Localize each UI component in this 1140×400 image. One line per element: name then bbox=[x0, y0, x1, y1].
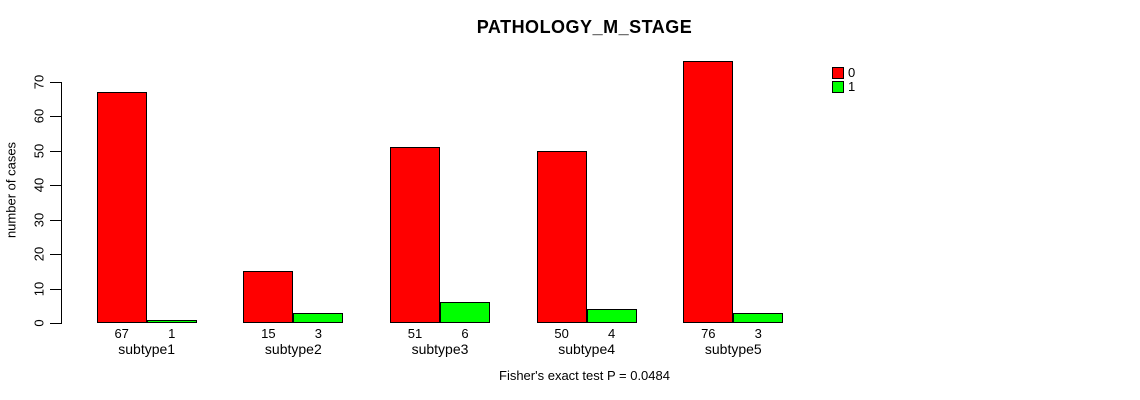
y-axis-tick-label-20: 20 bbox=[31, 246, 47, 262]
bar-subtype1-series1 bbox=[146, 319, 197, 323]
bar-subtype5-series0 bbox=[683, 61, 734, 323]
bar-subtype5-series1 bbox=[733, 312, 784, 323]
y-axis-tick-0 bbox=[50, 323, 61, 324]
y-axis-tick-60 bbox=[50, 116, 61, 118]
bar-value-subtype3-series1: 6 bbox=[461, 326, 469, 341]
bar-value-subtype4-series0: 50 bbox=[554, 326, 569, 341]
y-axis-tick-70 bbox=[50, 82, 61, 83]
y-axis-tick-label-70: 70 bbox=[31, 74, 47, 90]
x-axis-category-label-subtype1: subtype1 bbox=[118, 341, 176, 357]
bar-value-subtype1-series0: 67 bbox=[114, 326, 129, 341]
bar-subtype3-series1 bbox=[440, 302, 490, 323]
x-axis-category-label-subtype4: subtype4 bbox=[558, 341, 616, 357]
legend-label-0: 0 bbox=[848, 65, 856, 80]
bar-subtype4-series0 bbox=[536, 150, 587, 323]
y-axis-tick-label-30: 30 bbox=[31, 212, 47, 227]
x-axis-category-label-subtype2: subtype2 bbox=[264, 341, 322, 357]
legend-item-1: 1 bbox=[832, 80, 855, 93]
bar-value-subtype2-series0: 15 bbox=[261, 326, 276, 341]
y-axis-tick-label-50: 50 bbox=[31, 143, 47, 159]
bar-value-subtype4-series1: 4 bbox=[608, 326, 616, 341]
y-axis-tick-label-60: 60 bbox=[31, 109, 47, 124]
y-axis-tick-label-10: 10 bbox=[31, 281, 47, 296]
fisher-test-note: Fisher's exact test P = 0.0484 bbox=[499, 368, 670, 383]
y-axis-label: number of cases bbox=[3, 141, 19, 239]
bar-subtype1-series0 bbox=[96, 92, 147, 323]
bar-value-subtype5-series1: 3 bbox=[754, 326, 762, 341]
x-axis-category-label-subtype3: subtype3 bbox=[411, 341, 469, 357]
y-axis-tick-10 bbox=[50, 288, 61, 290]
x-axis-category-label-subtype5: subtype5 bbox=[704, 341, 762, 357]
legend-label-1: 1 bbox=[848, 79, 856, 94]
y-axis-tick-label-0: 0 bbox=[31, 319, 47, 327]
y-axis-tick-40 bbox=[50, 185, 61, 187]
bar-subtype2-series0 bbox=[243, 271, 294, 323]
legend-swatch-1 bbox=[832, 80, 844, 93]
y-axis-tick-label-40: 40 bbox=[31, 178, 47, 193]
y-axis-tick-20 bbox=[50, 254, 61, 256]
chart-title: PATHOLOGY_M_STAGE bbox=[476, 17, 693, 37]
legend-item-0: 0 bbox=[832, 66, 855, 79]
bar-value-subtype2-series1: 3 bbox=[314, 326, 322, 341]
bar-value-subtype1-series1: 1 bbox=[168, 326, 176, 341]
bar-subtype4-series1 bbox=[586, 309, 637, 323]
y-axis-tick-50 bbox=[50, 150, 61, 152]
y-axis-tick-30 bbox=[50, 219, 61, 221]
bar-subtype2-series1 bbox=[293, 312, 344, 323]
legend-swatch-0 bbox=[832, 66, 844, 79]
y-axis-line bbox=[61, 82, 62, 324]
bar-subtype3-series0 bbox=[390, 147, 440, 323]
bar-value-subtype3-series0: 51 bbox=[407, 326, 423, 341]
bar-value-subtype5-series0: 76 bbox=[701, 326, 716, 341]
